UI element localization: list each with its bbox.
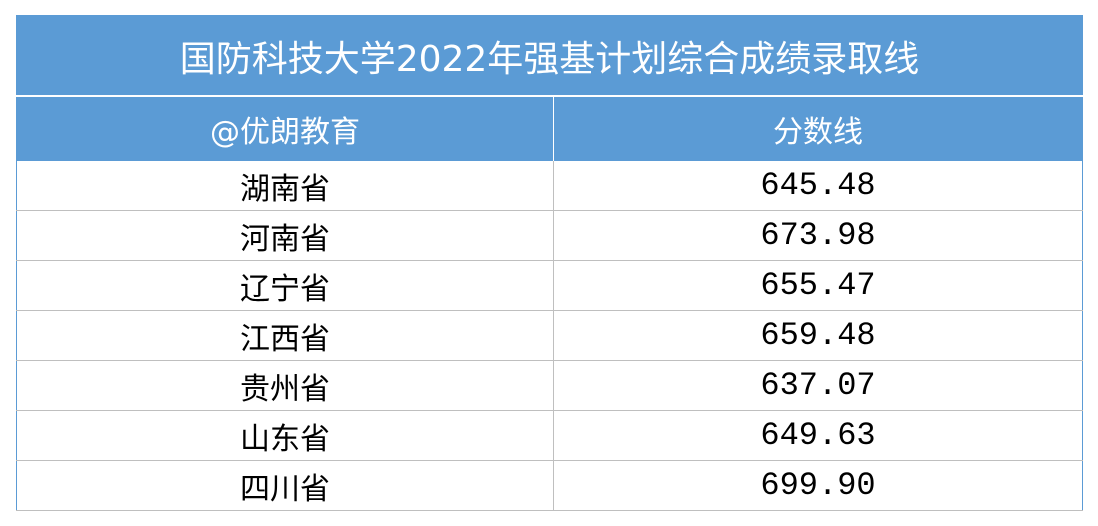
score-cell: 649.63: [553, 410, 1083, 461]
province-cell: 辽宁省: [16, 260, 554, 311]
header-cell: 分数线: [553, 96, 1083, 161]
score-cell: 645.48: [553, 161, 1083, 211]
score-cell: 637.07: [553, 360, 1083, 411]
score-table: 国防科技大学2022年强基计划综合成绩录取线 @优朗教育 分数线 湖南省 645.48…: [16, 15, 1083, 511]
province-cell: 河南省: [16, 210, 554, 261]
data-row: 江西省 659.48: [16, 310, 1083, 361]
data-row: 河南省 673.98: [16, 210, 1083, 261]
province-cell: 山东省: [16, 410, 554, 461]
province-cell: 四川省: [16, 460, 554, 511]
score-cell: 655.47: [553, 260, 1083, 311]
province-cell: 江西省: [16, 310, 554, 361]
data-row: 山东省 649.63: [16, 410, 1083, 461]
data-row: 湖南省 645.48: [16, 161, 1083, 211]
title-row: 国防科技大学2022年强基计划综合成绩录取线: [16, 15, 1083, 97]
data-row: 贵州省 637.07: [16, 360, 1083, 411]
province-cell: 贵州省: [16, 360, 554, 411]
table-title: 国防科技大学2022年强基计划综合成绩录取线: [16, 15, 1083, 97]
score-cell: 659.48: [553, 310, 1083, 361]
data-row: 四川省 699.90: [16, 460, 1083, 511]
score-cell: 673.98: [553, 210, 1083, 261]
table-body: 国防科技大学2022年强基计划综合成绩录取线 @优朗教育 分数线 湖南省 645.48…: [16, 15, 1083, 511]
header-row: @优朗教育 分数线: [16, 96, 1083, 161]
province-cell: 湖南省: [16, 161, 554, 211]
header-cell: @优朗教育: [16, 96, 554, 161]
score-cell: 699.90: [553, 460, 1083, 511]
data-row: 辽宁省 655.47: [16, 260, 1083, 311]
